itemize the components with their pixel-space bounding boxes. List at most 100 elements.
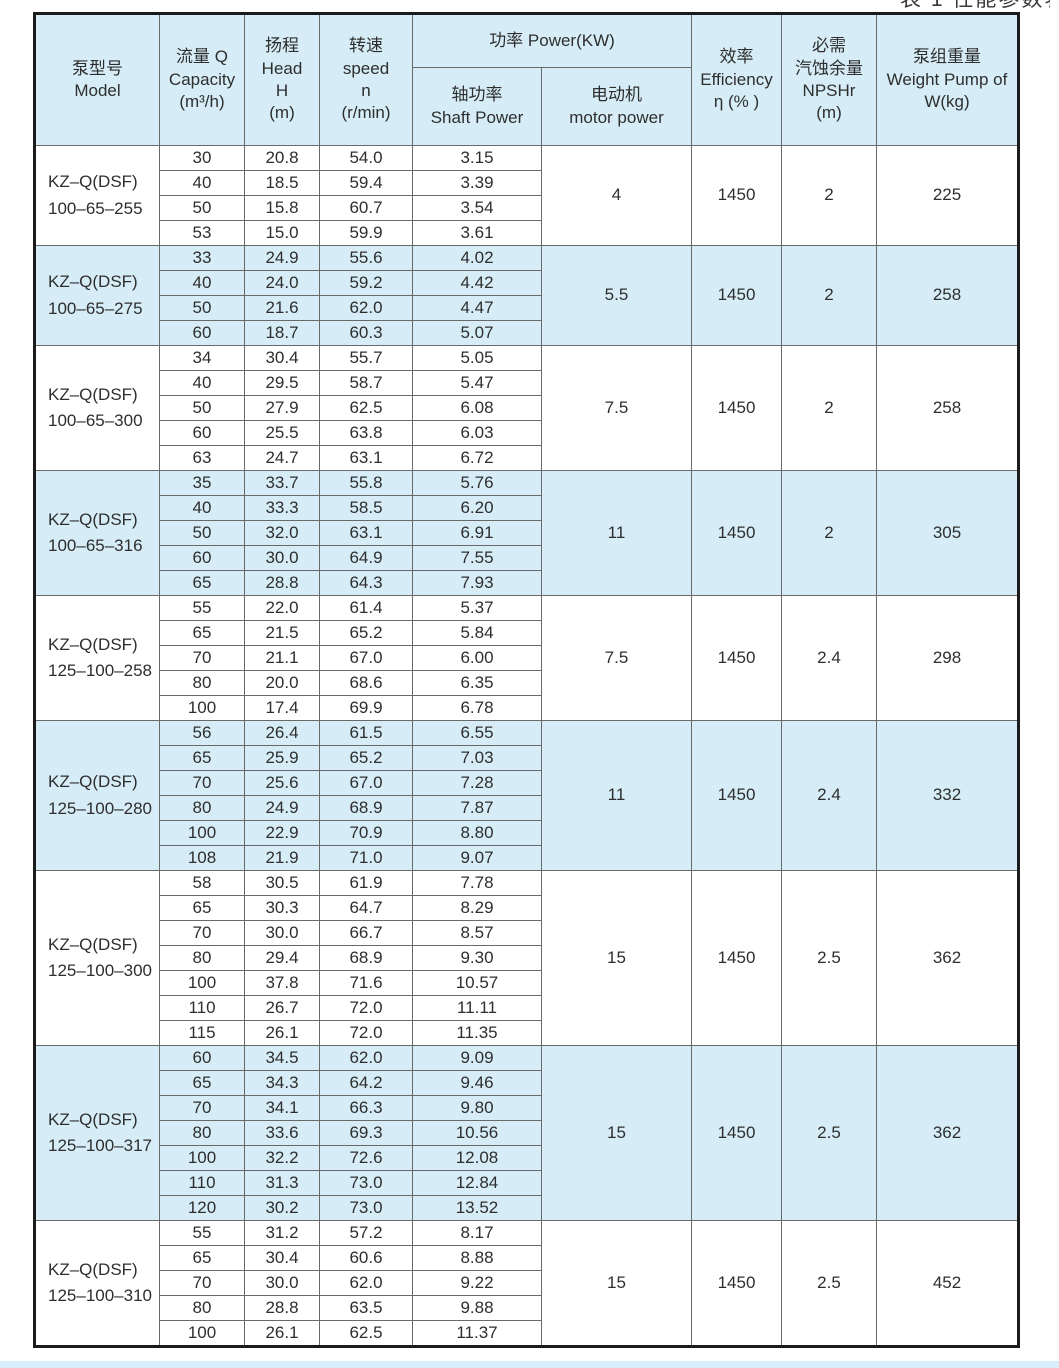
- model-cell: KZ–Q(DSF) 100–65–275: [34, 245, 160, 346]
- npshr-cell: 2: [781, 145, 877, 246]
- efficiency-cell: 1450: [691, 1045, 782, 1221]
- motor-power-cell: 15: [541, 1220, 692, 1347]
- speed-cell: 63.1: [319, 520, 413, 546]
- table-row: 65 34.3 64.2 9.46: [35, 1070, 1019, 1096]
- capacity-cell: 40: [159, 495, 245, 521]
- shaft-power-cell: 11.35: [412, 1020, 542, 1046]
- capacity-cell: 70: [159, 645, 245, 671]
- speed-cell: 72.0: [319, 1020, 413, 1046]
- motor-power-cell: 7.5: [541, 595, 692, 721]
- speed-cell: 55.8: [319, 470, 413, 496]
- shaft-power-cell: 6.78: [412, 695, 542, 721]
- head-cell: 21.9: [244, 845, 320, 871]
- table-row: 115 26.1 72.0 11.35: [35, 1020, 1019, 1046]
- motor-power-cell: 15: [541, 870, 692, 1046]
- motor-power-cell: 4: [541, 145, 692, 246]
- speed-cell: 61.4: [319, 595, 413, 621]
- shaft-power-cell: 9.80: [412, 1095, 542, 1121]
- capacity-cell: 55: [159, 595, 245, 621]
- weight-cell: 225: [876, 145, 1019, 246]
- shaft-power-cell: 3.39: [412, 170, 542, 196]
- head-cell: 30.2: [244, 1195, 320, 1221]
- capacity-cell: 65: [159, 570, 245, 596]
- weight-cell: 298: [876, 595, 1019, 721]
- capacity-cell: 80: [159, 670, 245, 696]
- shaft-power-cell: 6.20: [412, 495, 542, 521]
- head-cell: 26.7: [244, 995, 320, 1021]
- speed-cell: 71.0: [319, 845, 413, 871]
- shaft-power-cell: 4.42: [412, 270, 542, 296]
- head-cell: 26.1: [244, 1320, 320, 1347]
- shaft-power-cell: 8.57: [412, 920, 542, 946]
- speed-cell: 54.0: [319, 145, 413, 171]
- table-body: KZ–Q(DSF) 100–65–255 30 20.8 54.0 3.15 4 1450 2…: [34, 145, 1019, 1347]
- head-cell: 30.4: [244, 345, 320, 371]
- head-cell: 33.3: [244, 495, 320, 521]
- shaft-power-cell: 7.78: [412, 870, 542, 896]
- speed-cell: 59.4: [319, 170, 413, 196]
- shaft-power-cell: 9.30: [412, 945, 542, 971]
- speed-cell: 61.9: [319, 870, 413, 896]
- shaft-power-cell: 5.84: [412, 620, 542, 646]
- head-cell: 21.6: [244, 295, 320, 321]
- shaft-power-cell: 6.72: [412, 445, 542, 471]
- capacity-cell: 65: [159, 1245, 245, 1271]
- table-row: 60 25.5 63.8 6.03: [35, 420, 1019, 446]
- model-cell: KZ–Q(DSF) 100–65–316: [34, 470, 160, 596]
- capacity-cell: 35: [159, 470, 245, 496]
- head-cell: 22.0: [244, 595, 320, 621]
- table-row: 40 24.0 59.2 4.42: [35, 270, 1019, 296]
- head-cell: 30.5: [244, 870, 320, 896]
- table-row: 53 15.0 59.9 3.61: [35, 220, 1019, 246]
- table-row: 70 25.6 67.0 7.28: [35, 770, 1019, 796]
- head-cell: 24.9: [244, 795, 320, 821]
- capacity-cell: 100: [159, 695, 245, 721]
- bottom-edge-strip: [0, 1361, 1059, 1368]
- head-cell: 30.4: [244, 1245, 320, 1271]
- motor-power-cell: 5.5: [541, 245, 692, 346]
- table-row: 80 20.0 68.6 6.35: [35, 670, 1019, 696]
- motor-power-cell: 7.5: [541, 345, 692, 471]
- table-row: KZ–Q(DSF) 100–65–275 33 24.9 55.6 4.02 5.5 145…: [34, 245, 1019, 346]
- table-row: 65 30.3 64.7 8.29: [35, 895, 1019, 921]
- capacity-cell: 55: [159, 1220, 245, 1246]
- head-cell: 24.7: [244, 445, 320, 471]
- speed-cell: 64.7: [319, 895, 413, 921]
- shaft-power-cell: 6.91: [412, 520, 542, 546]
- head-cell: 20.8: [244, 145, 320, 171]
- speed-cell: 65.2: [319, 620, 413, 646]
- model-cell: KZ–Q(DSF) 125–100–317: [34, 1045, 160, 1221]
- shaft-power-cell: 3.54: [412, 195, 542, 221]
- speed-cell: 69.9: [319, 695, 413, 721]
- table-row: 40 29.5 58.7 5.47: [35, 370, 1019, 396]
- shaft-power-cell: 8.80: [412, 820, 542, 846]
- npshr-cell: 2.5: [781, 1220, 877, 1347]
- head-cell: 34.1: [244, 1095, 320, 1121]
- speed-cell: 64.9: [319, 545, 413, 571]
- capacity-cell: 115: [159, 1020, 245, 1046]
- model-cell: KZ–Q(DSF) 100–65–300: [34, 345, 160, 471]
- capacity-cell: 60: [159, 545, 245, 571]
- table-row: KZ–Q(DSF) 125–100–317 60 34.5 62.0 9.09 15 145…: [34, 1045, 1019, 1221]
- capacity-cell: 60: [159, 1045, 245, 1071]
- table-row: KZ–Q(DSF) 125–100–300 58 30.5 61.9 7.78 15 145…: [34, 870, 1019, 1046]
- capacity-cell: 110: [159, 1170, 245, 1196]
- capacity-cell: 60: [159, 420, 245, 446]
- shaft-power-cell: 11.37: [412, 1320, 542, 1347]
- capacity-cell: 56: [159, 720, 245, 746]
- shaft-power-cell: 7.87: [412, 795, 542, 821]
- speed-cell: 68.9: [319, 795, 413, 821]
- head-cell: 31.3: [244, 1170, 320, 1196]
- capacity-cell: 33: [159, 245, 245, 271]
- motor-power-cell: 11: [541, 720, 692, 871]
- head-cell: 18.5: [244, 170, 320, 196]
- shaft-power-cell: 6.00: [412, 645, 542, 671]
- npshr-cell: 2.4: [781, 595, 877, 721]
- head-cell: 34.3: [244, 1070, 320, 1096]
- table-row: 110 26.7 72.0 11.11: [35, 995, 1019, 1021]
- shaft-power-cell: 7.28: [412, 770, 542, 796]
- pump-spec-table: 泵型号 Model 流量 Q Capacity (m³/h) 扬程 Head H…: [33, 12, 1020, 1348]
- capacity-cell: 80: [159, 945, 245, 971]
- head-cell: 20.0: [244, 670, 320, 696]
- speed-cell: 55.7: [319, 345, 413, 371]
